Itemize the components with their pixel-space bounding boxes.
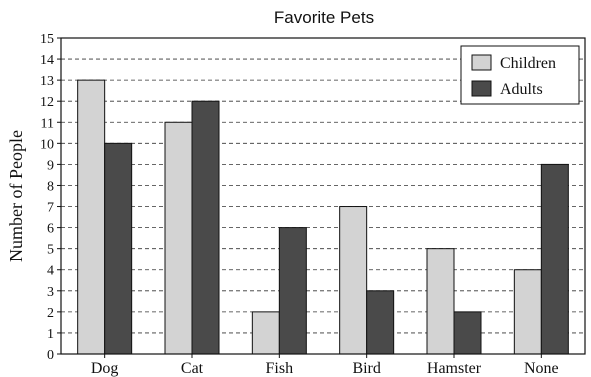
bar-children-cat bbox=[164, 121, 193, 355]
bar-adults-bird bbox=[366, 290, 395, 355]
y-tick-label: 10 bbox=[40, 137, 54, 152]
legend-swatch-children bbox=[471, 54, 492, 71]
chart-title: Favorite Pets bbox=[274, 8, 374, 27]
bar-children-hamster bbox=[426, 248, 455, 355]
y-tick-label: 5 bbox=[47, 243, 54, 258]
y-tick-label: 0 bbox=[47, 348, 54, 363]
y-tick-label: 6 bbox=[47, 222, 54, 237]
y-tick-label: 9 bbox=[47, 158, 54, 173]
bar-adults-fish bbox=[278, 227, 307, 355]
x-tick-label: Hamster bbox=[427, 360, 482, 377]
y-tick-label: 12 bbox=[40, 95, 54, 110]
x-axis-ticks: Dog Cat Fish Bird Hamster None bbox=[91, 354, 559, 377]
legend-swatch-adults bbox=[471, 80, 492, 97]
y-tick-label: 7 bbox=[47, 201, 54, 216]
y-tick-label: 15 bbox=[40, 32, 54, 47]
bar-adults-hamster bbox=[453, 311, 482, 355]
y-tick-label: 11 bbox=[41, 116, 54, 131]
legend-label-adults: Adults bbox=[500, 81, 543, 98]
y-tick-label: 14 bbox=[40, 53, 54, 68]
y-tick-label: 3 bbox=[47, 285, 54, 300]
x-tick-label: Cat bbox=[181, 360, 204, 377]
bar-children-fish bbox=[251, 311, 280, 355]
x-tick-label: Bird bbox=[352, 360, 380, 377]
y-tick-label: 4 bbox=[47, 264, 54, 279]
bar-adults-none bbox=[540, 163, 569, 355]
x-tick-label: Dog bbox=[91, 360, 119, 377]
y-tick-label: 8 bbox=[47, 179, 54, 194]
bar-children-dog bbox=[77, 79, 106, 355]
bar-adults-cat bbox=[191, 100, 220, 355]
legend: Children Adults bbox=[460, 45, 580, 105]
plot-frame bbox=[60, 37, 586, 355]
legend-label-children: Children bbox=[500, 55, 556, 72]
x-tick-label: None bbox=[524, 360, 559, 377]
bar-children-bird bbox=[339, 206, 368, 355]
x-tick-label: Fish bbox=[266, 360, 294, 377]
bar-adults-dog bbox=[104, 142, 133, 355]
bar-children-none bbox=[513, 269, 542, 355]
y-tick-label: 2 bbox=[47, 306, 54, 321]
bars bbox=[77, 79, 569, 355]
y-tick-label: 1 bbox=[47, 327, 54, 342]
y-tick-label: 13 bbox=[40, 74, 54, 89]
y-axis-label: Number of People bbox=[6, 130, 26, 262]
